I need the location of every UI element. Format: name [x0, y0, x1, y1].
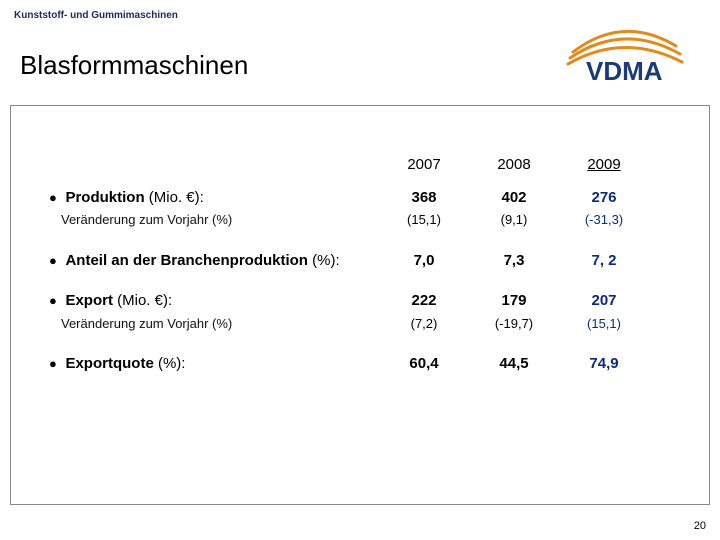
cell: 7,0 — [414, 252, 435, 269]
metric-label: Export — [65, 292, 113, 309]
cell: 276 — [591, 189, 616, 206]
year-header-row: 2007 2008 2009 — [49, 156, 669, 173]
table-row: ● Export (Mio. €): 222 179 207 Veränderu… — [49, 290, 669, 335]
header-label: Kunststoff- und Gummimaschinen — [14, 10, 178, 21]
cell: 60,4 — [409, 355, 438, 372]
cell: (7,2) — [411, 316, 438, 331]
cell: 402 — [501, 189, 526, 206]
cell: (15,1) — [407, 212, 441, 227]
logo-text: VDMA — [586, 56, 663, 86]
metric-unit: (%): — [308, 252, 340, 269]
cell: 222 — [411, 292, 436, 309]
content-box: 2007 2008 2009 ● Produktion (Mio. €): 36… — [10, 105, 710, 505]
data-table: 2007 2008 2009 ● Produktion (Mio. €): 36… — [49, 156, 669, 393]
bullet-icon: ● — [49, 355, 61, 373]
cell: (15,1) — [587, 316, 621, 331]
year-col-0: 2007 — [407, 156, 440, 173]
cell: 179 — [501, 292, 526, 309]
metric-unit: (Mio. €): — [113, 292, 172, 309]
cell: (-31,3) — [585, 212, 623, 227]
bullet-icon: ● — [49, 252, 61, 270]
page-title: Blasformmaschinen — [20, 50, 248, 81]
bullet-icon: ● — [49, 189, 61, 207]
cell: 74,9 — [589, 355, 618, 372]
cell: (-19,7) — [495, 316, 533, 331]
metric-label: Exportquote — [65, 355, 153, 372]
cell: 7,3 — [504, 252, 525, 269]
cell: 44,5 — [499, 355, 528, 372]
metric-sublabel: Veränderung zum Vorjahr (%) — [49, 316, 232, 331]
cell: 368 — [411, 189, 436, 206]
metric-sublabel: Veränderung zum Vorjahr (%) — [49, 212, 232, 227]
year-col-1: 2008 — [497, 156, 530, 173]
vdma-logo: VDMA — [558, 20, 698, 95]
cell: 207 — [591, 292, 616, 309]
table-row: ● Exportquote (%): 60,4 44,5 74,9 — [49, 353, 669, 375]
table-row: ● Anteil an der Branchenproduktion (%): … — [49, 250, 669, 272]
metric-unit: (Mio. €): — [145, 189, 204, 206]
cell: 7, 2 — [591, 252, 616, 269]
metric-label: Anteil an der Branchenproduktion — [65, 252, 308, 269]
year-col-2: 2009 — [587, 156, 620, 173]
bullet-icon: ● — [49, 292, 61, 310]
metric-unit: (%): — [154, 355, 186, 372]
metric-label: Produktion — [65, 189, 144, 206]
page-number: 20 — [694, 520, 706, 532]
table-row: ● Produktion (Mio. €): 368 402 276 Verän… — [49, 187, 669, 232]
cell: (9,1) — [501, 212, 528, 227]
